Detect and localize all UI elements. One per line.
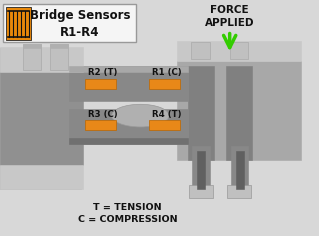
- Bar: [69, 66, 188, 72]
- Bar: [0, 48, 81, 189]
- Bar: [226, 66, 252, 160]
- Bar: [50, 44, 68, 48]
- Bar: [230, 42, 248, 59]
- Text: R1 (C): R1 (C): [152, 68, 181, 77]
- Text: R2 (T): R2 (T): [88, 68, 117, 77]
- Text: Bridge Sensors
R1-R4: Bridge Sensors R1-R4: [29, 8, 130, 39]
- Bar: [227, 185, 251, 198]
- Bar: [0, 72, 83, 165]
- Bar: [23, 44, 41, 48]
- Text: T = TENSION
C = COMPRESSION: T = TENSION C = COMPRESSION: [78, 203, 177, 224]
- Text: FORCE
APPLIED: FORCE APPLIED: [205, 5, 255, 28]
- Bar: [188, 66, 214, 160]
- Bar: [3, 4, 136, 42]
- Bar: [149, 120, 180, 130]
- Bar: [192, 146, 210, 189]
- Bar: [189, 185, 213, 198]
- Bar: [69, 109, 188, 144]
- Bar: [0, 47, 83, 72]
- Bar: [0, 165, 83, 189]
- Ellipse shape: [112, 104, 169, 127]
- Text: R4 (T): R4 (T): [152, 110, 181, 119]
- Bar: [236, 151, 244, 189]
- Bar: [197, 151, 205, 189]
- Bar: [177, 61, 301, 160]
- Bar: [231, 146, 248, 189]
- Bar: [191, 42, 210, 59]
- Bar: [23, 44, 41, 70]
- Bar: [85, 120, 116, 130]
- Bar: [149, 79, 180, 88]
- Text: R3 (C): R3 (C): [88, 110, 117, 119]
- Bar: [6, 7, 31, 40]
- Bar: [69, 138, 188, 144]
- Bar: [177, 41, 301, 61]
- Bar: [50, 44, 68, 70]
- Bar: [69, 66, 188, 101]
- Bar: [85, 79, 116, 88]
